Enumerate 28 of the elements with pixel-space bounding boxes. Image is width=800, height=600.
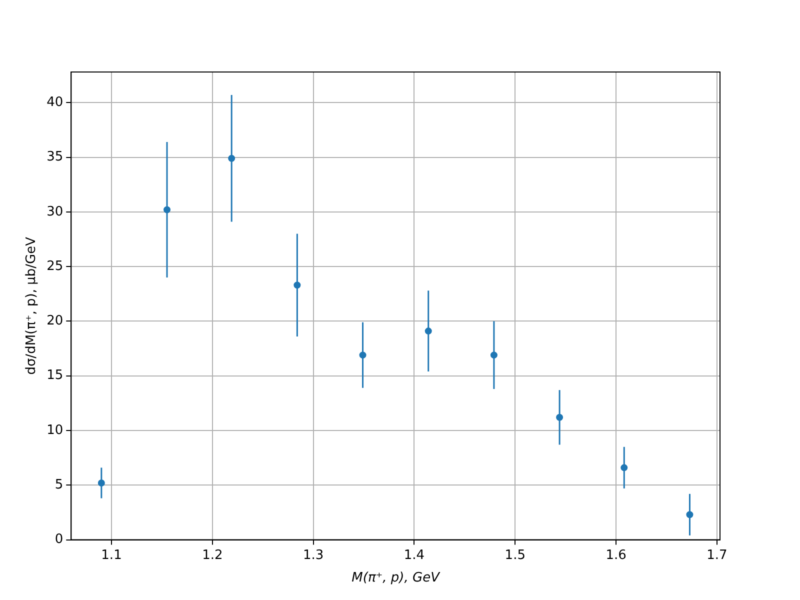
point bbox=[294, 282, 301, 289]
y-tick-label: 25 bbox=[46, 258, 64, 274]
point bbox=[359, 352, 366, 359]
y-tick-label: 35 bbox=[46, 150, 64, 165]
x-tick-label: 1.4 bbox=[404, 548, 425, 563]
y-tick-label: 0 bbox=[54, 532, 64, 548]
x-tick-label: 1.6 bbox=[606, 548, 626, 563]
x-tick-label: 1.5 bbox=[504, 548, 526, 563]
point bbox=[98, 479, 105, 486]
point bbox=[620, 464, 628, 472]
x-axis-title: M(π⁺, p), GeV bbox=[352, 570, 441, 586]
point bbox=[490, 352, 498, 359]
y-tick-label: 5 bbox=[54, 478, 64, 493]
y-tick-label: 40 bbox=[46, 94, 64, 110]
y-tick-label: 15 bbox=[46, 368, 64, 384]
x-tick-label: 1.7 bbox=[706, 548, 728, 563]
x-tick-label: 1.3 bbox=[302, 548, 324, 563]
point bbox=[164, 206, 171, 214]
y-tick-label: 10 bbox=[46, 422, 64, 438]
y-tick-label: 20 bbox=[46, 314, 64, 329]
x-tick-label: 1.2 bbox=[202, 548, 223, 563]
point bbox=[228, 154, 236, 162]
x-tick-label: 1.1 bbox=[101, 548, 122, 563]
y-axis-title: dσ/dM(π⁺, p), μb/GeV bbox=[24, 236, 40, 375]
point bbox=[556, 414, 564, 421]
point bbox=[424, 328, 432, 335]
point bbox=[686, 511, 694, 518]
y-tick-label: 30 bbox=[46, 204, 64, 220]
